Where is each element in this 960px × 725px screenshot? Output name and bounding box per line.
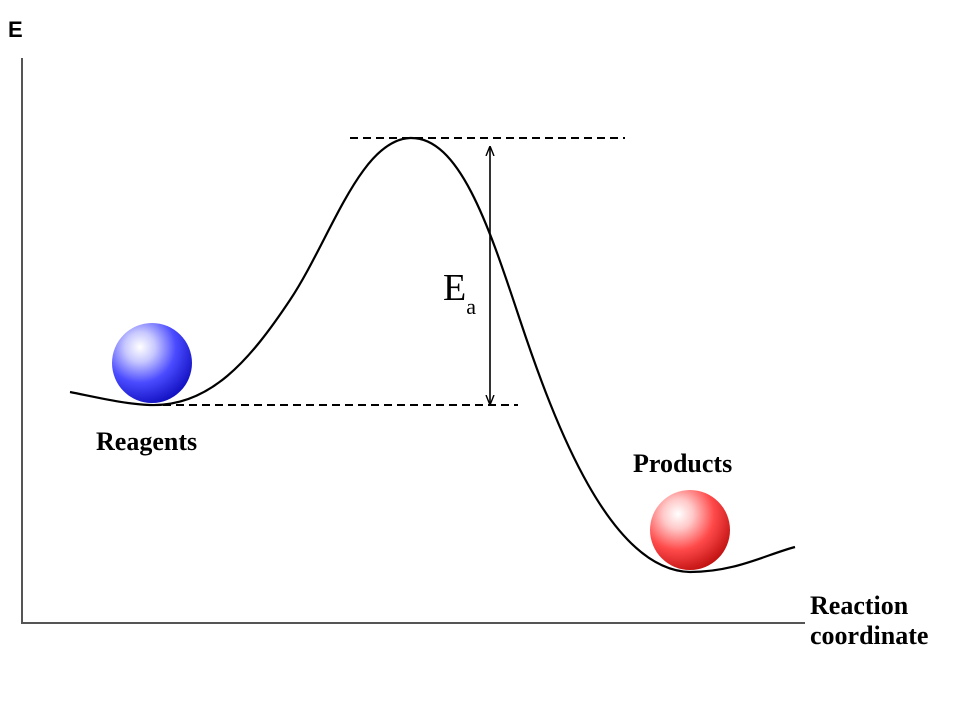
reagent-ball: [112, 323, 192, 403]
x-axis-label-line1: Reaction: [810, 591, 909, 620]
reagents-label: Reagents: [96, 427, 197, 456]
y-axis-label: E: [8, 17, 23, 42]
activation-energy-symbol: E: [443, 267, 466, 309]
activation-energy-label: Ea: [443, 267, 476, 319]
activation-energy-subscript: a: [466, 294, 476, 319]
x-axis-label-line2: coordinate: [810, 621, 928, 650]
product-ball: [650, 490, 730, 570]
energy-curve: [69, 136, 796, 574]
products-label: Products: [633, 449, 732, 478]
